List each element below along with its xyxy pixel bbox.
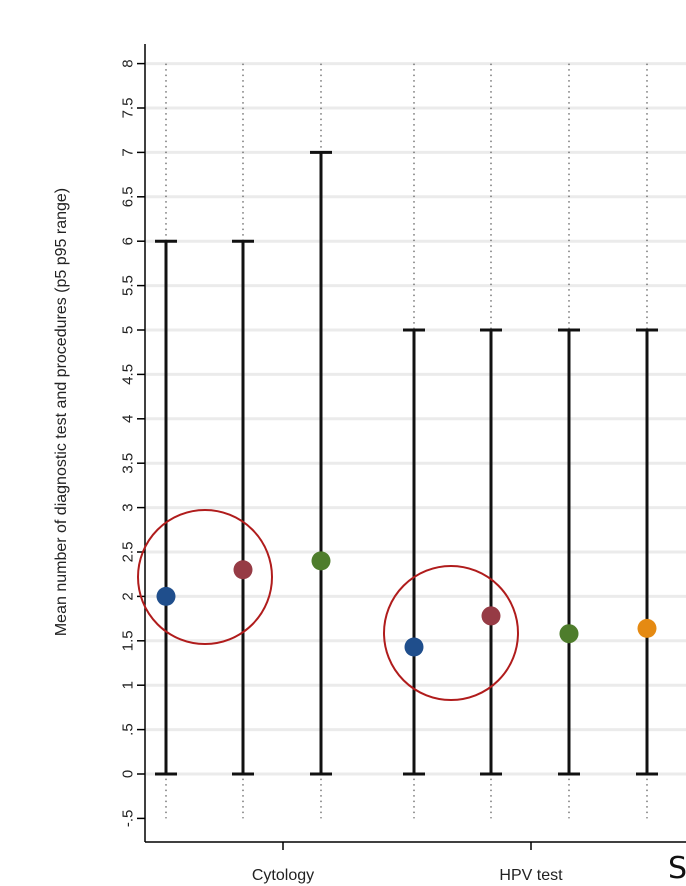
mean-point <box>481 606 501 626</box>
y-tick-label: 3.5 <box>119 453 136 474</box>
highlight-circles <box>137 509 519 701</box>
y-tick-label: 2.5 <box>119 542 136 563</box>
x-category-label: HPV test <box>499 867 563 884</box>
y-tick-label: 6.5 <box>119 186 136 207</box>
error-bars <box>155 150 658 776</box>
y-tick-label: 1.5 <box>119 630 136 651</box>
y-tick-label: 3 <box>119 503 136 511</box>
mean-point <box>233 560 253 580</box>
edge-letter: S <box>668 851 686 886</box>
x-category-label: Cytology <box>252 867 314 884</box>
mean-point <box>637 618 657 638</box>
y-tick-label: 1 <box>119 681 136 689</box>
mean-point <box>311 551 331 571</box>
y-tick-label: 5 <box>119 326 136 334</box>
y-tick-label: 8 <box>119 59 136 67</box>
mean-point <box>156 586 176 606</box>
y-tick-label: 4.5 <box>119 364 136 385</box>
y-tick-label: 7.5 <box>119 98 136 119</box>
y-tick-label: 6 <box>119 237 136 245</box>
mean-points <box>156 551 657 657</box>
x-categories: Cytology HPV test <box>252 842 563 884</box>
mean-point <box>559 624 579 644</box>
y-ticks: -.5 0 .5 1 1.5 2 2.5 3 3.5 4 4.5 5 5.5 6 6.5 7 7.5 8 <box>119 59 145 827</box>
y-axis-title: Mean number of diagnostic test and proce… <box>53 188 70 636</box>
y-tick-label: .5 <box>119 723 136 736</box>
y-tick-label: 7 <box>119 148 136 156</box>
y-tick-label: 2 <box>119 592 136 600</box>
y-tick-label: 0 <box>119 770 136 778</box>
highlight-circle <box>137 509 273 645</box>
y-tick-label: 5.5 <box>119 275 136 296</box>
axes <box>144 44 686 843</box>
y-tick-label: 4 <box>119 415 136 423</box>
grid-lines <box>146 62 686 776</box>
highlight-circle <box>383 565 519 701</box>
mean-point <box>404 637 424 657</box>
vertical-guides <box>165 63 648 819</box>
y-tick-label: -.5 <box>119 810 136 828</box>
